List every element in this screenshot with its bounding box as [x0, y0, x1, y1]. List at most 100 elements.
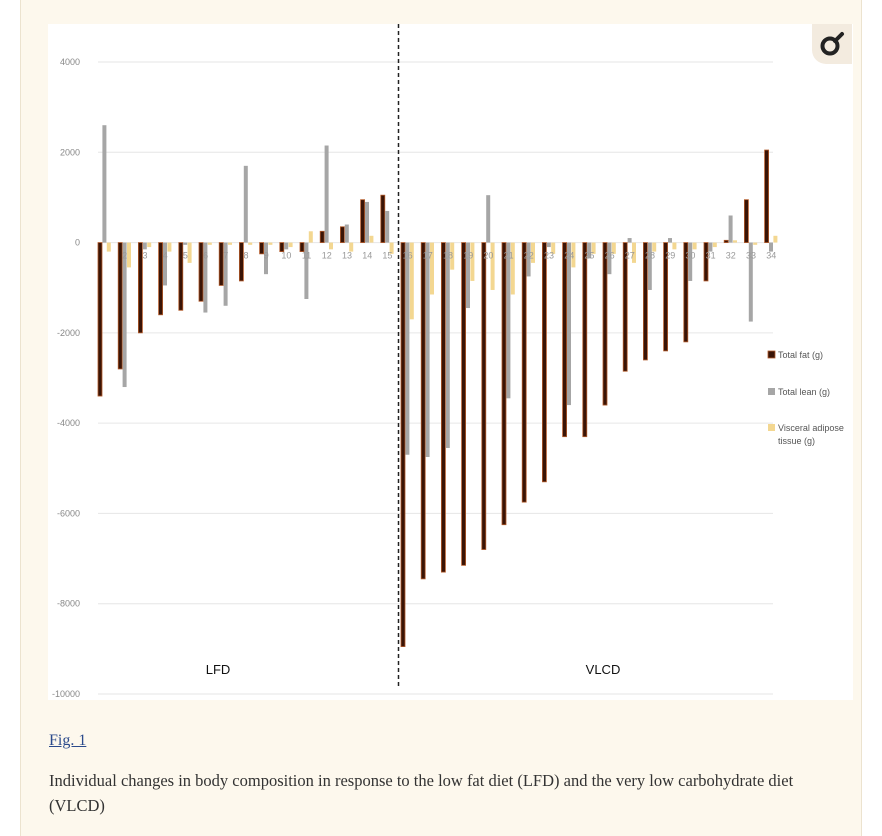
y-tick-label: -6000 — [57, 508, 80, 518]
x-tick-label: 11 — [302, 251, 311, 261]
bar-total-fat — [481, 242, 487, 550]
bars — [97, 125, 778, 647]
bar-total-fat — [238, 242, 244, 282]
bar-total-lean — [466, 242, 470, 309]
bar-total-fat — [663, 242, 668, 352]
y-axis: 4000 2000 0 -2000 -4000 -6000 -8000 -10000 — [52, 57, 80, 699]
x-tick-label: 15 — [382, 251, 392, 261]
bar-total-fat — [178, 242, 184, 311]
bar-total-lean — [728, 215, 733, 243]
bar-total-fat — [622, 242, 628, 372]
bar-visceral — [490, 242, 495, 290]
bar-total-fat — [279, 242, 285, 252]
y-tick-label: -2000 — [57, 328, 80, 338]
x-tick-label: 33 — [746, 251, 756, 261]
x-tick-label: 19 — [463, 251, 473, 261]
x-tick-label: 7 — [223, 251, 228, 261]
bar-total-fat — [259, 242, 265, 255]
bar-visceral — [591, 242, 596, 254]
bar-visceral — [288, 242, 293, 248]
bar-total-fat — [461, 242, 467, 566]
legend-label-line: Visceral adipose — [778, 423, 844, 433]
region-label-vlcd: VLCD — [586, 662, 621, 677]
x-tick-label: 5 — [183, 251, 188, 261]
bar-total-lean — [203, 242, 208, 313]
region-labels: LFD VLCD — [206, 662, 621, 677]
x-tick-label: 8 — [243, 251, 248, 261]
x-tick-label: 24 — [564, 251, 574, 261]
bar-total-lean — [668, 238, 672, 243]
x-axis: 2 3 4 5 6 7 8 9 10 11 12 13 14 15 16 17 18 19 20 21 22 23 24 25… — [122, 251, 776, 261]
x-tick-label: 3 — [142, 251, 147, 261]
bar-total-lean — [627, 238, 632, 243]
bar-total-lean — [708, 242, 713, 252]
legend-label: Visceral adipose tissue (g) — [778, 423, 844, 446]
bar-total-lean — [425, 242, 430, 457]
y-tick-label: -8000 — [57, 599, 80, 609]
bar-visceral — [632, 242, 636, 263]
x-tick-label: 2 — [122, 251, 127, 261]
bar-visceral — [430, 242, 434, 295]
bar-total-lean — [142, 242, 147, 250]
figure-link[interactable]: Fig. 1 — [49, 732, 87, 749]
bar-total-lean — [526, 242, 531, 277]
bar-total-lean — [344, 224, 349, 243]
bar-visceral — [773, 235, 778, 243]
bar-total-fat — [744, 199, 749, 243]
bar-total-fat — [521, 242, 527, 503]
y-tick-label: 2000 — [60, 147, 80, 157]
x-tick-label: 10 — [281, 251, 291, 261]
legend-label: Total fat (g) — [778, 350, 823, 360]
x-tick-label: 17 — [423, 251, 433, 261]
bar-total-lean — [546, 242, 551, 248]
bar-total-fat — [117, 242, 123, 370]
x-tick-label: 30 — [685, 251, 695, 261]
bar-visceral — [531, 242, 535, 263]
x-tick-label: 25 — [584, 251, 594, 261]
x-tick-label: 9 — [264, 251, 269, 261]
x-tick-label: 34 — [766, 251, 776, 261]
bar-visceral — [127, 242, 131, 268]
bar-total-lean — [567, 242, 571, 406]
x-tick-label: 29 — [665, 251, 675, 261]
bar-total-lean — [587, 242, 592, 259]
bar-total-fat — [420, 242, 426, 580]
magnifier-icon — [820, 32, 844, 56]
bar-visceral — [470, 242, 475, 281]
bar-visceral — [409, 242, 414, 320]
bar-total-fat — [360, 199, 366, 243]
legend-swatch — [768, 388, 775, 395]
bar-total-fat — [138, 242, 143, 334]
x-tick-label: 23 — [544, 251, 554, 261]
y-tick-label: -4000 — [57, 418, 80, 428]
bar-visceral — [106, 242, 111, 252]
bar-total-lean — [607, 242, 612, 275]
x-tick-label: 16 — [403, 251, 413, 261]
bar-total-fat — [764, 149, 769, 243]
bar-visceral — [369, 235, 374, 243]
bar-total-lean — [647, 242, 652, 290]
bar-total-fat — [400, 242, 406, 647]
x-tick-label: 27 — [625, 251, 635, 261]
bar-visceral — [329, 242, 333, 250]
bar-total-lean — [506, 242, 511, 399]
bar-total-lean — [223, 242, 228, 306]
bar-total-lean — [183, 242, 188, 245]
bar-visceral — [611, 242, 616, 254]
zoom-button[interactable] — [812, 24, 852, 64]
bar-visceral — [268, 242, 273, 245]
bar-total-lean — [486, 195, 491, 243]
bar-total-lean — [385, 210, 390, 243]
bar-total-fat — [582, 242, 588, 438]
bar-total-fat — [380, 194, 386, 243]
bar-visceral — [349, 242, 354, 252]
bar-total-lean — [284, 242, 289, 250]
y-tick-label: -10000 — [52, 689, 80, 699]
bar-total-lean — [324, 145, 329, 243]
bar-total-fat — [97, 242, 103, 397]
x-tick-label: 26 — [605, 251, 615, 261]
figure-caption: Individual changes in body composition i… — [49, 771, 794, 815]
bar-visceral — [510, 242, 515, 295]
x-tick-label: 6 — [203, 251, 208, 261]
bar-total-lean — [405, 242, 410, 455]
